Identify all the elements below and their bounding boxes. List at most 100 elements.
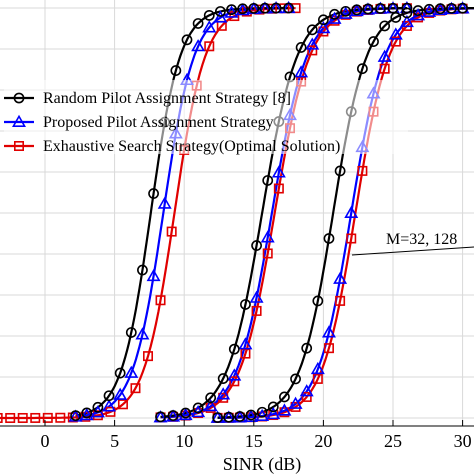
series-line-circle: [75, 6, 289, 417]
data-point-square: [273, 183, 284, 194]
data-point-circle: [223, 411, 235, 423]
data-point-triangle: [333, 271, 348, 284]
data-point-circle: [423, 3, 435, 15]
data-point-square: [262, 248, 273, 259]
annotation-text: M=32, 128: [386, 231, 457, 248]
data-point-square: [229, 376, 240, 387]
x-tick-label: 20: [314, 431, 332, 451]
data-point-circle: [125, 327, 137, 338]
data-point-circle: [379, 20, 391, 32]
data-point-triangle: [321, 325, 336, 338]
legend-label: Proposed Pilot Assignment Strategy: [43, 114, 274, 131]
data-point-triangle: [12, 114, 26, 127]
data-point-circle: [301, 342, 313, 354]
data-point-circle: [329, 8, 340, 20]
data-point-square: [166, 226, 177, 237]
data-point-circle: [180, 407, 191, 419]
data-point-circle: [306, 24, 318, 36]
data-point-circle: [92, 401, 104, 413]
data-point-square: [14, 141, 24, 152]
data-point-triangle: [310, 361, 325, 375]
data-point-triangle: [399, 14, 414, 28]
data-point-circle: [203, 9, 215, 21]
data-point-square: [301, 391, 312, 402]
data-point-circle: [217, 373, 229, 384]
data-point-triangle: [224, 5, 239, 18]
data-point-triangle: [244, 409, 258, 422]
data-point-circle: [103, 390, 115, 402]
data-point-triangle: [249, 290, 264, 303]
data-point-circle: [267, 401, 279, 413]
data-point-circle: [362, 3, 374, 15]
data-point-triangle: [157, 196, 172, 209]
data-point-circle: [13, 92, 25, 104]
data-point-triangle: [178, 407, 193, 421]
data-point-circle: [401, 2, 413, 14]
data-point-triangle: [433, 2, 448, 15]
data-point-circle: [312, 295, 324, 307]
data-point-square: [42, 412, 53, 423]
data-point-circle: [290, 373, 301, 385]
data-point-triangle: [344, 205, 359, 218]
data-point-circle: [256, 406, 268, 418]
data-point-triangle: [338, 6, 353, 19]
data-point-triangle: [422, 4, 437, 17]
data-point-circle: [262, 175, 274, 186]
data-point-circle: [212, 412, 224, 423]
legend-label: Random Pilot Assignment Strategy [8]: [43, 90, 291, 107]
data-point-circle: [259, 2, 271, 14]
data-point-triangle: [124, 365, 139, 378]
legend-box: [4, 80, 408, 154]
x-tick-label: 5: [110, 431, 119, 451]
data-point-square: [346, 233, 357, 244]
data-point-circle: [137, 264, 148, 276]
data-point-square: [307, 45, 318, 56]
data-point-circle: [356, 63, 368, 75]
data-point-triangle: [113, 387, 128, 400]
data-point-circle: [251, 240, 262, 251]
data-point-circle: [228, 343, 240, 355]
data-point-triangle: [277, 403, 292, 416]
data-point-circle: [401, 7, 413, 19]
data-point-circle: [334, 165, 346, 177]
data-point-circle: [457, 2, 468, 14]
data-point-square: [335, 295, 346, 306]
data-point-square: [155, 295, 166, 306]
data-point-circle: [114, 367, 126, 379]
data-point-circle: [295, 42, 307, 53]
data-point-circle: [170, 65, 182, 76]
x-tick-label: 15: [245, 431, 263, 451]
data-point-circle: [234, 411, 246, 422]
legend: Random Pilot Assignment Strategy [8] Prop…: [4, 80, 408, 155]
data-point-triangle: [227, 368, 242, 381]
x-ticks: 0 5 10 15 20 25 30: [41, 420, 472, 451]
data-point-triangle: [316, 20, 331, 34]
data-point-triangle: [305, 37, 320, 50]
data-point-circle: [205, 392, 217, 404]
data-point-circle: [340, 5, 352, 17]
data-point-triangle: [102, 399, 117, 412]
data-point-triangle: [388, 27, 403, 40]
data-point-triangle: [79, 408, 94, 421]
data-point-circle: [237, 3, 249, 15]
legend-label: Exhaustive Search Strategy(Optimal Solut…: [43, 138, 340, 155]
annotation-leader-line: [351, 246, 474, 256]
data-point-circle: [323, 233, 335, 244]
data-point-triangle: [349, 3, 364, 17]
data-point-circle: [412, 5, 424, 16]
data-point-circle: [155, 411, 166, 423]
data-point-circle: [283, 2, 294, 14]
data-point-triangle: [266, 406, 281, 420]
data-point-triangle: [135, 327, 150, 340]
data-point-triangle: [235, 3, 250, 16]
data-point-triangle: [213, 10, 228, 23]
data-point-circle: [434, 3, 446, 15]
data-point-circle: [279, 391, 290, 403]
data-point-square: [0, 412, 3, 423]
data-point-triangle: [260, 230, 275, 243]
data-point-circle: [368, 36, 379, 47]
x-tick-label: 30: [454, 431, 472, 451]
data-point-triangle: [146, 268, 161, 282]
data-point-circle: [317, 14, 329, 26]
